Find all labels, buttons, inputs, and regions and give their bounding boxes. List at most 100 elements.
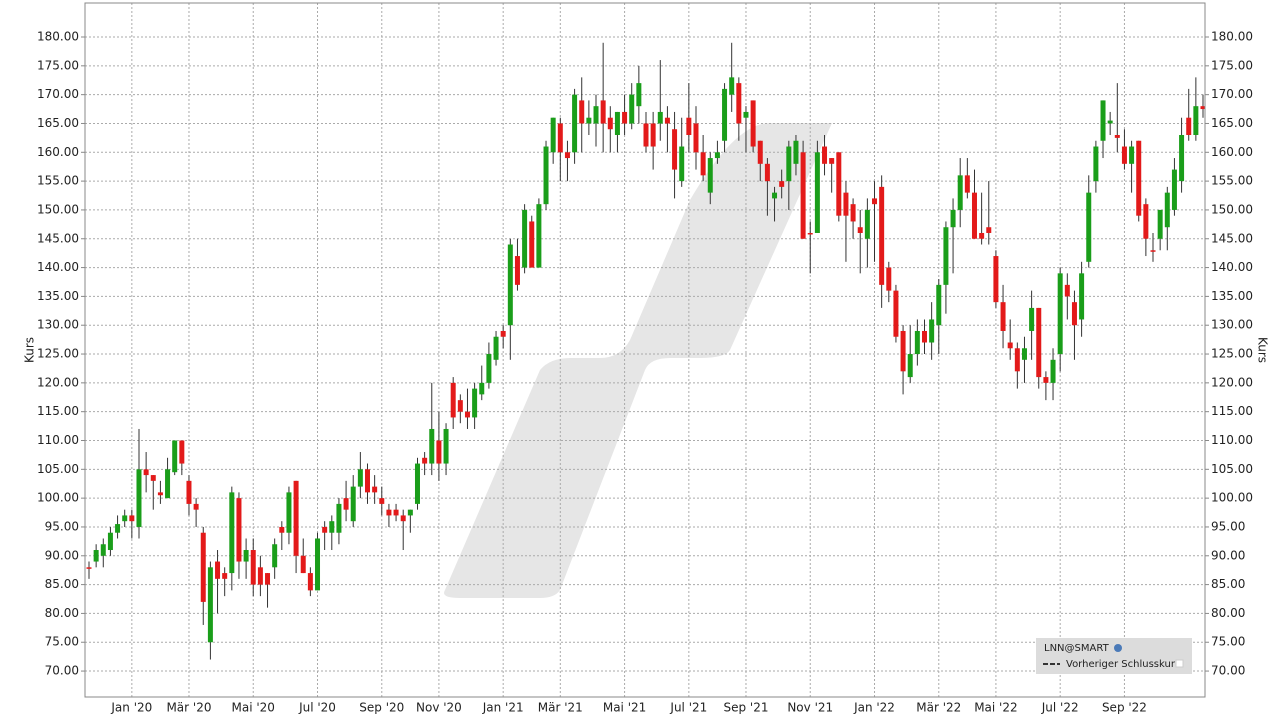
candle-body bbox=[893, 290, 899, 337]
candle-body bbox=[779, 181, 785, 187]
candle-body bbox=[293, 480, 299, 556]
candle-body bbox=[829, 158, 835, 164]
y-tick-label: 145.00 bbox=[37, 231, 79, 245]
candle-body bbox=[1186, 117, 1192, 135]
candle-body bbox=[971, 192, 977, 239]
candle-body bbox=[579, 100, 585, 124]
candle-body bbox=[93, 550, 99, 562]
y-tick-label: 135.00 bbox=[37, 289, 79, 303]
y2-tick-label: 165.00 bbox=[1211, 116, 1253, 130]
candle-body bbox=[900, 330, 906, 372]
candle-body bbox=[372, 486, 378, 493]
y-tick-label: 75.00 bbox=[45, 635, 79, 649]
candle-body bbox=[207, 567, 213, 643]
y2-tick-label: 120.00 bbox=[1211, 375, 1253, 389]
y2-tick-label: 130.00 bbox=[1211, 318, 1253, 332]
candle-body bbox=[150, 475, 156, 481]
candle-body bbox=[179, 440, 185, 464]
candle-body bbox=[529, 221, 535, 268]
candle-body bbox=[679, 146, 685, 182]
candle-body bbox=[222, 573, 228, 579]
y-tick-label: 175.00 bbox=[37, 58, 79, 72]
candle-body bbox=[957, 175, 963, 210]
candle-body bbox=[757, 140, 763, 164]
candle-body bbox=[486, 354, 492, 383]
candle-body bbox=[443, 428, 449, 464]
candle-body bbox=[257, 567, 263, 585]
candle-body bbox=[772, 192, 778, 199]
candle-body bbox=[1064, 284, 1070, 297]
x-tick-label: Sep '22 bbox=[1102, 701, 1147, 715]
candle-body bbox=[707, 158, 713, 193]
candle-body bbox=[700, 152, 706, 176]
candle-body bbox=[764, 163, 770, 182]
candle-body bbox=[165, 469, 171, 499]
y2-tick-label: 70.00 bbox=[1211, 664, 1245, 678]
candle-body bbox=[186, 480, 192, 504]
y-tick-label: 160.00 bbox=[37, 145, 79, 159]
y2-tick-label: 100.00 bbox=[1211, 491, 1253, 505]
candle-body bbox=[143, 469, 149, 476]
candle-body bbox=[479, 382, 485, 395]
candle-body bbox=[543, 146, 549, 205]
y2-tick-label: 95.00 bbox=[1211, 519, 1245, 533]
candle-body bbox=[1071, 302, 1077, 326]
candle-body bbox=[614, 111, 620, 135]
candle-body bbox=[1100, 100, 1106, 141]
y2-tick-label: 80.00 bbox=[1211, 606, 1245, 620]
candle-body bbox=[786, 146, 792, 182]
candle-body bbox=[657, 111, 663, 124]
x-tick-label: Mär '21 bbox=[538, 701, 583, 715]
candle-body bbox=[1014, 348, 1020, 372]
candle-body bbox=[357, 469, 363, 487]
y-tick-label: 140.00 bbox=[37, 260, 79, 274]
legend-entry: Vorheriger Schlusskurs bbox=[1066, 659, 1180, 670]
candle-body bbox=[800, 152, 806, 239]
candle-body bbox=[822, 146, 828, 164]
candle-body bbox=[1107, 120, 1113, 124]
candle-body bbox=[922, 330, 927, 343]
y2-tick-label: 90.00 bbox=[1211, 548, 1245, 562]
y2-axis-label: Kurs bbox=[1256, 337, 1270, 363]
candle-body bbox=[550, 117, 556, 153]
candle-body bbox=[336, 503, 342, 533]
y-tick-label: 155.00 bbox=[37, 174, 79, 188]
y2-tick-label: 115.00 bbox=[1211, 404, 1253, 418]
y2-tick-label: 105.00 bbox=[1211, 462, 1253, 476]
candle-body bbox=[750, 100, 756, 147]
candle-body bbox=[850, 204, 856, 222]
y2-tick-label: 145.00 bbox=[1211, 231, 1253, 245]
candle-body bbox=[557, 123, 563, 153]
y2-tick-label: 160.00 bbox=[1211, 145, 1253, 159]
candle-body bbox=[300, 555, 306, 574]
y-tick-label: 105.00 bbox=[37, 462, 79, 476]
y-tick-label: 180.00 bbox=[37, 30, 79, 44]
x-tick-label: Nov '20 bbox=[416, 701, 462, 715]
candle-body bbox=[536, 204, 542, 268]
candle-body bbox=[172, 440, 178, 473]
y-tick-label: 130.00 bbox=[37, 318, 79, 332]
y2-tick-label: 135.00 bbox=[1211, 289, 1253, 303]
y-tick-label: 120.00 bbox=[37, 375, 79, 389]
y2-tick-label: 125.00 bbox=[1211, 347, 1253, 361]
candle-body bbox=[722, 88, 728, 141]
watermark bbox=[444, 123, 832, 598]
candle-body bbox=[564, 152, 570, 159]
candle-body bbox=[807, 232, 813, 235]
candle-body bbox=[1079, 273, 1085, 320]
candle-body bbox=[1150, 250, 1156, 252]
candle-body bbox=[136, 469, 142, 527]
candle-body bbox=[993, 256, 999, 303]
candle-body bbox=[843, 192, 849, 216]
y2-tick-label: 140.00 bbox=[1211, 260, 1253, 274]
candle-body bbox=[393, 509, 399, 516]
candle-body bbox=[100, 544, 106, 556]
candle-body bbox=[350, 486, 356, 522]
candle-body bbox=[272, 544, 278, 568]
y2-tick-label: 150.00 bbox=[1211, 202, 1253, 216]
candle-body bbox=[643, 123, 649, 147]
candle-body bbox=[236, 498, 242, 562]
candle-body bbox=[450, 382, 456, 418]
candle-body bbox=[593, 106, 599, 124]
